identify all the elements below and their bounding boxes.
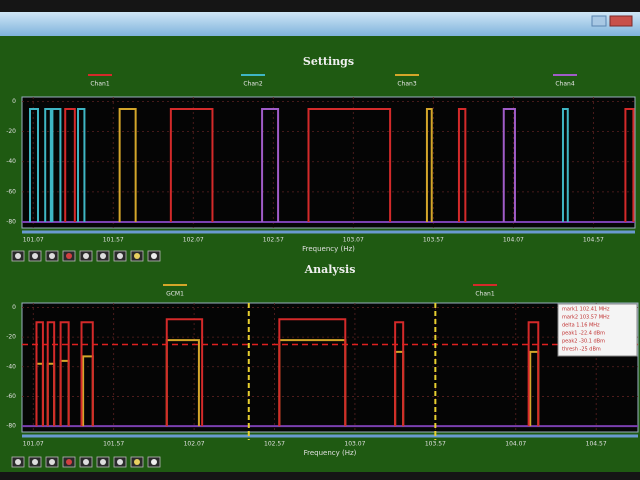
tool-icon xyxy=(134,253,140,259)
pulse xyxy=(165,318,204,427)
x-tick-label: 102.07 xyxy=(183,237,204,244)
marker-table-row: peak1 -22.4 dBm xyxy=(562,331,605,337)
x-tick-label: 103.07 xyxy=(344,441,365,448)
y-tick-label: -80 xyxy=(6,218,16,225)
y-tick-label: 0 xyxy=(12,304,16,311)
plot-area xyxy=(21,96,636,229)
pulse xyxy=(46,321,56,427)
y-tick-label: -20 xyxy=(6,334,16,341)
x-tick-label: 102.57 xyxy=(264,441,285,448)
close-button[interactable] xyxy=(609,15,633,27)
tool-icon xyxy=(117,253,123,259)
marker-table-row: mark1 102.41 MHz xyxy=(562,307,610,313)
y-tick-label: -60 xyxy=(6,393,16,400)
y-tick-label: -60 xyxy=(6,188,16,195)
pulse xyxy=(624,108,635,222)
y-tick-label: -40 xyxy=(6,363,16,370)
marker-table-row: mark2 103.57 MHz xyxy=(562,315,610,321)
x-tick-label: 102.07 xyxy=(184,441,205,448)
x-tick-label: 104.57 xyxy=(583,237,604,244)
tool-icon xyxy=(151,459,157,465)
x-tick-label: 103.57 xyxy=(425,441,446,448)
y-tick-label: 0 xyxy=(12,98,16,105)
marker-table-row: thresh -25 dBm xyxy=(562,347,601,353)
legend-label: Chan4 xyxy=(555,81,574,88)
x-tick-label: 104.07 xyxy=(505,441,526,448)
x-tick-label: 101.57 xyxy=(103,441,124,448)
chart-title: Settings xyxy=(303,55,354,68)
x-tick-label: 101.57 xyxy=(103,237,124,244)
pulse xyxy=(561,108,569,222)
tool-icon xyxy=(15,253,21,259)
minimize-button[interactable] xyxy=(591,15,607,27)
y-tick-label: -20 xyxy=(6,128,16,135)
x-tick-label: 101.07 xyxy=(23,237,44,244)
pulse xyxy=(35,321,44,427)
plot-area xyxy=(21,302,639,433)
tool-icon xyxy=(83,253,89,259)
tool-icon xyxy=(100,459,106,465)
legend-label: Chan1 xyxy=(475,291,494,298)
y-tick-label: -80 xyxy=(6,423,16,430)
x-tick-label: 103.57 xyxy=(423,237,444,244)
tool-icon xyxy=(32,253,38,259)
pulse xyxy=(80,321,94,427)
y-tick-label: -40 xyxy=(6,158,16,165)
x-tick-label: 102.57 xyxy=(263,237,284,244)
tool-icon xyxy=(49,253,55,259)
pulse xyxy=(278,318,347,427)
x-tick-label: 103.07 xyxy=(343,237,364,244)
tool-icon xyxy=(32,459,38,465)
marker-table-row: delta 1.16 MHz xyxy=(562,323,600,329)
pulse xyxy=(118,108,137,222)
pulse xyxy=(307,108,392,222)
tool-icon xyxy=(49,459,55,465)
x-axis-label: Frequency (Hz) xyxy=(304,449,357,457)
pulse xyxy=(425,108,433,222)
tool-icon xyxy=(83,459,89,465)
title-bar xyxy=(0,12,640,36)
marker-table-row: peak2 -30.1 dBm xyxy=(562,339,605,345)
pulse xyxy=(77,108,86,222)
tool-icon xyxy=(66,459,72,465)
pulse xyxy=(502,108,516,222)
pulse xyxy=(169,108,214,222)
tool-icon xyxy=(100,253,106,259)
pulse xyxy=(527,321,540,427)
tool-icon xyxy=(134,459,140,465)
pulse xyxy=(59,321,70,427)
tool-icon xyxy=(117,459,123,465)
legend-label: Chan3 xyxy=(397,81,416,88)
pulse xyxy=(51,108,62,222)
x-tick-label: 104.07 xyxy=(503,237,524,244)
x-tick-label: 101.07 xyxy=(23,441,44,448)
tool-icon xyxy=(66,253,72,259)
tool-icon xyxy=(15,459,21,465)
pulse xyxy=(64,108,76,222)
x-axis-label: Frequency (Hz) xyxy=(302,245,355,253)
pulse xyxy=(44,108,52,222)
x-tick-label: 104.57 xyxy=(586,441,607,448)
legend-label: Chan2 xyxy=(243,81,262,88)
tool-icon xyxy=(151,253,157,259)
pulse xyxy=(394,321,405,427)
pulse xyxy=(457,108,467,222)
pulse xyxy=(29,108,40,222)
legend-label: GCM1 xyxy=(166,291,184,298)
chart-title: Analysis xyxy=(304,263,356,276)
pulse xyxy=(261,108,280,222)
legend-label: Chan1 xyxy=(90,81,109,88)
marker-table xyxy=(557,303,638,357)
